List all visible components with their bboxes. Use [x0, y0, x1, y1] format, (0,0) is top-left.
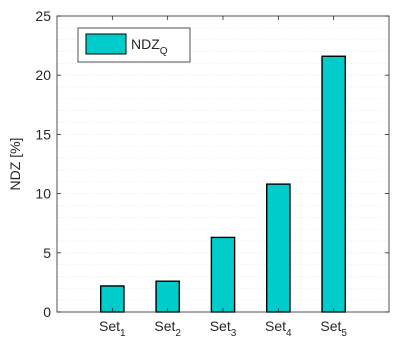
y-axis-label: NDZ [%]	[7, 138, 23, 191]
x-tick-label-sub: 4	[286, 328, 292, 338]
legend-label: NDZQ	[131, 36, 168, 57]
y-axis-ticks: 0 5 10 15 20 25	[35, 8, 389, 320]
x-tick-label-sub: 3	[231, 328, 237, 338]
legend-swatch	[85, 33, 127, 55]
x-tick-label-base: Set	[320, 318, 341, 334]
bars	[100, 55, 346, 313]
x-tick-label-base: Set	[210, 318, 231, 334]
x-tick-label: Set1	[99, 318, 126, 338]
y-tick-label: 20	[35, 67, 51, 83]
x-tick-label-base: Set	[154, 318, 175, 334]
x-tick-label-sub: 5	[341, 328, 347, 338]
bar-set4	[266, 183, 291, 313]
legend-label-base: NDZ	[131, 36, 160, 52]
y-tick-label: 10	[35, 186, 51, 202]
x-tick-label-sub: 1	[120, 328, 126, 338]
bar-set2	[155, 280, 180, 313]
y-tick-label: 0	[43, 304, 51, 320]
y-tick-label: 5	[43, 245, 51, 261]
x-tick-label: Set5	[320, 318, 347, 338]
legend-label-sub: Q	[160, 46, 168, 57]
y-tick-label: 25	[35, 8, 51, 24]
x-tick-label: Set2	[154, 318, 181, 338]
x-tick-label-sub: 2	[175, 328, 181, 338]
x-tick-label: Set4	[265, 318, 292, 338]
x-tick-label: Set3	[210, 318, 237, 338]
bar-set5	[321, 55, 346, 313]
legend: NDZQ	[77, 27, 191, 63]
x-tick-label-base: Set	[99, 318, 120, 334]
y-tick-label: 15	[35, 126, 51, 142]
bar-set3	[210, 236, 236, 313]
x-tick-label-base: Set	[265, 318, 286, 334]
x-axis-ticks: Set1 Set2 Set3 Set4 Set5	[99, 16, 347, 338]
